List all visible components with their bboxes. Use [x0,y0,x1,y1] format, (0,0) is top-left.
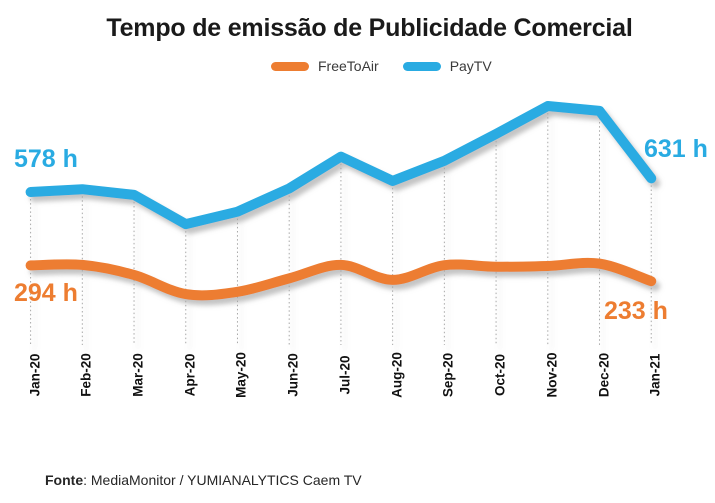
paytv-end-value-label: 631 h [644,135,708,163]
legend-item-paytv: PayTV [402,58,492,74]
x-axis-label: Jul-20 [337,355,353,395]
freetoair-end-value-label: 233 h [604,297,668,325]
x-axis-label: Jan-21 [647,353,663,397]
x-axis-label: Jun-20 [285,353,301,397]
paytv-start-value-label: 578 h [14,145,78,173]
paytv-swatch-icon [402,61,441,71]
freetoair-swatch-icon [271,61,309,71]
x-axis-label: Oct-20 [492,353,508,397]
source-footer: Fonte: MediaMonitor / YUMIANALYTICS Caem… [45,472,362,488]
paytv-line [25,100,657,230]
x-axis-label: Apr-20 [182,353,198,397]
legend-label-freetoair: FreeToAir [318,58,379,74]
line-chart [25,100,657,345]
x-axis-label: Mar-20 [130,353,146,397]
x-axis-label: Feb-20 [78,353,94,397]
source-label: Fonte [45,472,84,488]
x-axis-label: Nov-20 [544,352,560,398]
chart-title: Tempo de emissão de Publicidade Comercia… [106,14,633,42]
x-axis-label: Aug-20 [389,352,405,398]
x-axis-label: May-20 [233,352,249,398]
source-text: : MediaMonitor / YUMIANALYTICS Caem TV [83,472,362,488]
chart-legend: FreeToAir PayTV [271,57,492,75]
x-axis-label: Sep-20 [440,352,456,398]
x-axis-label: Dec-20 [596,352,612,398]
freetoair-start-value-label: 294 h [14,279,78,307]
freetoair-line [25,257,657,301]
legend-label-paytv: PayTV [449,58,492,74]
legend-item-freetoair: FreeToAir [271,58,379,74]
x-axis-label: Jan-20 [27,353,43,397]
